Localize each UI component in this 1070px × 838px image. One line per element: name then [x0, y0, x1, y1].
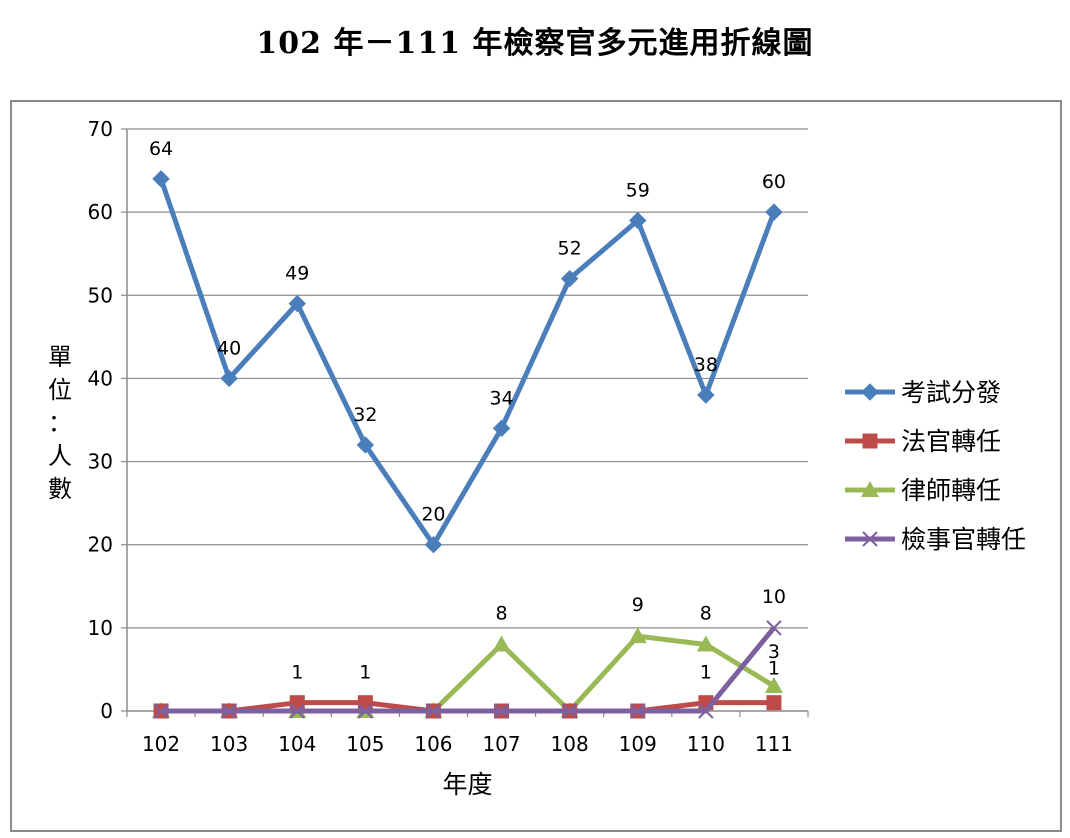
- legend-item: 法官轉任: [845, 427, 1001, 456]
- data-point: [425, 703, 442, 719]
- data-label: 1: [700, 662, 712, 684]
- data-label: 40: [217, 337, 241, 359]
- data-label: 34: [489, 387, 513, 409]
- data-point: [628, 627, 647, 644]
- data-point: [220, 369, 238, 388]
- data-point: [357, 695, 373, 711]
- data-point: [698, 703, 714, 719]
- x-tick-label: 108: [551, 732, 589, 756]
- series-line: [161, 633, 776, 714]
- data-point: [492, 635, 511, 652]
- data-point: [221, 703, 237, 719]
- data-label: 9: [632, 594, 644, 616]
- gridlines: [127, 128, 808, 629]
- legend-label: 檢事官轉任: [901, 525, 1026, 554]
- data-point: [356, 436, 375, 454]
- data-point: [289, 695, 305, 711]
- y-axis-label-char: 人: [48, 442, 72, 470]
- data-label: 38: [694, 354, 718, 376]
- x-tick-label: 110: [687, 732, 725, 756]
- data-point: [766, 620, 782, 636]
- data-point: [766, 695, 782, 711]
- y-tick-label: 10: [88, 616, 113, 640]
- x-tick-label: 103: [210, 732, 248, 756]
- x-tick-label: 111: [755, 732, 793, 756]
- data-point: [697, 386, 715, 404]
- data-label: 1: [359, 662, 371, 684]
- data-point: [861, 481, 879, 497]
- data-label: 64: [149, 138, 173, 160]
- data-point: [861, 383, 879, 401]
- x-tick-label: 109: [619, 732, 657, 756]
- data-label: 20: [421, 504, 445, 526]
- y-tick-label: 20: [88, 533, 113, 557]
- data-label: 32: [353, 404, 377, 426]
- x-tick-label: 106: [414, 732, 452, 756]
- legend-label: 律師轉任: [901, 476, 1001, 505]
- y-tick-label: 0: [100, 699, 113, 723]
- y-tick-label: 50: [88, 283, 113, 307]
- data-label: 3: [768, 641, 780, 663]
- data-point: [630, 703, 646, 719]
- data-label: 49: [285, 263, 309, 285]
- data-point: [629, 211, 647, 230]
- data-point: [862, 433, 878, 449]
- data-point: [288, 294, 306, 313]
- data-point: [289, 703, 305, 719]
- legend-item: 檢事官轉任: [845, 525, 1026, 554]
- data-label: 1: [768, 658, 780, 680]
- data-point: [561, 703, 578, 719]
- x-tick-label: 102: [142, 732, 180, 756]
- y-axis-label-char: ：: [48, 409, 72, 437]
- series-line: [158, 178, 777, 548]
- y-tick-label: 70: [88, 117, 113, 141]
- chart-title: 102 年－111 年檢察官多元進用折線圖: [256, 26, 814, 61]
- data-point: [493, 703, 510, 719]
- data-label: 60: [762, 171, 786, 193]
- y-axis-label-char: 位: [48, 376, 72, 404]
- data-point: [764, 677, 783, 694]
- series-line: [161, 626, 776, 714]
- data-point: [492, 419, 511, 438]
- data-point: [560, 269, 579, 288]
- data-label: 1: [291, 662, 303, 684]
- x-axis-label: 年度: [442, 770, 492, 799]
- x-tick-label: 107: [482, 732, 520, 756]
- data-point: [424, 536, 443, 554]
- data-label: 52: [558, 238, 582, 260]
- series-3: [153, 620, 782, 719]
- data-label: 8: [700, 602, 712, 624]
- y-tick-label: 30: [88, 450, 113, 474]
- legend-label: 法官轉任: [901, 427, 1001, 456]
- x-tick-label: 104: [278, 732, 316, 756]
- y-tick-label: 40: [88, 366, 113, 390]
- legend-item: 律師轉任: [845, 476, 1001, 505]
- data-point: [696, 635, 715, 652]
- data-label: 59: [626, 179, 650, 201]
- data-point: [357, 703, 374, 719]
- y-tick-label: 60: [88, 200, 113, 224]
- data-point: [765, 203, 783, 221]
- data-point: [152, 170, 170, 188]
- legend-item: 考試分發: [845, 378, 1001, 407]
- series-0: [152, 170, 783, 554]
- y-axis-label-char: 單: [48, 343, 72, 371]
- legend-label: 考試分發: [901, 378, 1001, 407]
- x-tick-label: 105: [346, 732, 384, 756]
- data-point: [153, 703, 169, 719]
- data-label: 8: [496, 602, 508, 624]
- chart-frame: [10, 100, 1062, 832]
- data-label: 10: [762, 586, 786, 608]
- data-point: [862, 531, 878, 547]
- y-axis-label-char: 數: [48, 475, 72, 503]
